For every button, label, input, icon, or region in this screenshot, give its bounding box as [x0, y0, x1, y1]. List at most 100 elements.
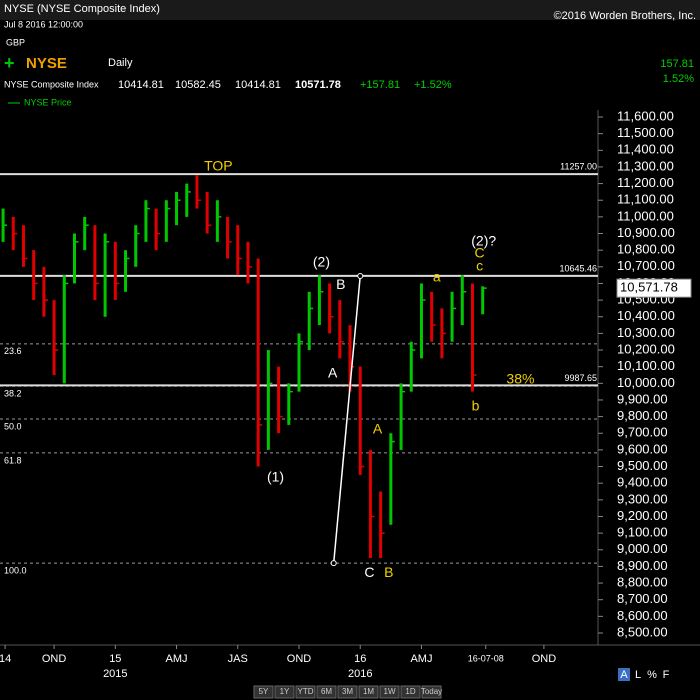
- y-tick-label: 11,300.00: [617, 158, 674, 173]
- annotation: B: [384, 564, 393, 580]
- x-tick-label: 16-07-08: [468, 653, 504, 663]
- trendline: [332, 275, 361, 564]
- scale-button[interactable]: L: [635, 669, 641, 681]
- range-button-label[interactable]: Today: [421, 687, 442, 696]
- y-tick-label: 8,700.00: [617, 591, 668, 606]
- copyright: ©2016 Worden Brothers, Inc.: [554, 10, 696, 22]
- fib-label: 38.2: [4, 389, 22, 399]
- y-tick-label: 9,900.00: [617, 391, 668, 406]
- range-button-label[interactable]: 1Y: [280, 687, 290, 696]
- scale-button[interactable]: A: [620, 669, 628, 681]
- fib-label: 23.6: [4, 346, 22, 356]
- level-label: 10645.46: [559, 263, 597, 273]
- y-tick-label: 11,000.00: [617, 208, 674, 223]
- y-tick-label: 10,700.00: [617, 258, 675, 273]
- annotation: (1): [267, 469, 284, 485]
- annotation: (2)?: [471, 233, 496, 249]
- period[interactable]: Daily: [108, 57, 133, 69]
- annotation: c: [476, 258, 483, 274]
- scale-button[interactable]: F: [663, 669, 670, 681]
- annotation: C: [364, 564, 374, 580]
- year-label: 2016: [348, 668, 372, 680]
- trendline-end: [330, 560, 337, 567]
- range-button[interactable]: [400, 685, 421, 699]
- y-tick-label: 9,700.00: [617, 425, 668, 440]
- y-tick-label: 8,500.00: [617, 624, 668, 639]
- low: 10414.81: [235, 79, 281, 91]
- annotation: b: [472, 398, 480, 414]
- level-label: 9987.65: [564, 373, 597, 383]
- y-tick-label: 9,800.00: [617, 408, 668, 423]
- y-tick-label: 10,200.00: [617, 341, 675, 356]
- x-tick-label: AMJ: [410, 653, 432, 665]
- range-button-label[interactable]: 1W: [384, 687, 396, 696]
- range-button[interactable]: [379, 685, 400, 699]
- y-tick-label: 9,300.00: [617, 491, 668, 506]
- annotation: TOP: [204, 158, 233, 174]
- range-button[interactable]: [274, 685, 295, 699]
- range-button[interactable]: [253, 685, 274, 699]
- scale-button-bg[interactable]: [618, 668, 630, 681]
- x-tick-label: OND: [532, 653, 557, 665]
- y-tick-label: 10,100.00: [617, 358, 675, 373]
- side-change: 157.81: [660, 58, 694, 70]
- y-tick-label: 11,500.00: [617, 125, 674, 140]
- range-button-label[interactable]: 1D: [405, 687, 415, 696]
- y-tick-label: 10,300.00: [617, 325, 675, 340]
- range-button[interactable]: [421, 685, 442, 699]
- annotation: (2): [313, 254, 330, 270]
- range-button[interactable]: [358, 685, 379, 699]
- range-button-label[interactable]: 6M: [321, 687, 332, 696]
- symbol[interactable]: NYSE: [26, 55, 67, 72]
- range-button[interactable]: [295, 685, 316, 699]
- last-price-box: [616, 278, 692, 298]
- y-tick-label: 9,100.00: [617, 525, 668, 540]
- x-tick-label: OND: [42, 653, 67, 665]
- range-button[interactable]: [337, 685, 358, 699]
- y-tick-label: 11,600.00: [617, 108, 674, 123]
- close: 10571.78: [295, 79, 341, 91]
- x-tick-label: 15: [109, 653, 121, 665]
- range-button-label[interactable]: YTD: [298, 687, 314, 696]
- annotation: a: [433, 269, 441, 285]
- currency[interactable]: GBP: [6, 37, 25, 47]
- trendline-end: [357, 272, 364, 279]
- y-tick-label: 9,600.00: [617, 441, 668, 456]
- y-tick-label: 8,600.00: [617, 608, 668, 623]
- y-tick-label: 11,200.00: [617, 175, 674, 190]
- y-tick-label: 10,400.00: [617, 308, 675, 323]
- range-button[interactable]: [316, 685, 337, 699]
- window-title: NYSE (NYSE Composite Index): [4, 3, 160, 15]
- title-bar: [0, 0, 700, 20]
- legend: NYSE Price: [24, 97, 72, 107]
- y-tick-label: 10,900.00: [617, 225, 675, 240]
- y-tick-label: 10,000.00: [617, 375, 675, 390]
- range-button-label[interactable]: 3M: [342, 687, 353, 696]
- annotation: B: [336, 276, 345, 292]
- name: NYSE Composite Index: [4, 79, 99, 89]
- y-tick-label: 9,500.00: [617, 458, 668, 473]
- scale-button[interactable]: %: [647, 669, 657, 681]
- y-tick-label: 9,000.00: [617, 541, 668, 556]
- annotation: 38%: [506, 371, 534, 387]
- change: +157.81: [360, 79, 400, 91]
- y-tick-label: 8,800.00: [617, 575, 668, 590]
- x-tick-label: 16: [354, 653, 366, 665]
- range-button-label[interactable]: 1M: [363, 687, 374, 696]
- annotation: A: [328, 365, 338, 381]
- x-tick-label: OND: [287, 653, 312, 665]
- range-button-label[interactable]: 5Y: [259, 687, 269, 696]
- annotation: C: [475, 244, 485, 260]
- side-change-pct: 1.52%: [663, 73, 694, 85]
- fib-label: 61.8: [4, 455, 22, 465]
- add-icon[interactable]: +: [4, 53, 15, 73]
- y-tick-label: 9,400.00: [617, 475, 668, 490]
- annotation: A: [373, 421, 383, 437]
- date: Jul 8 2016 12:00:00: [4, 19, 83, 29]
- x-tick-label: JAS: [228, 653, 248, 665]
- y-tick-label: 9,200.00: [617, 508, 668, 523]
- y-tick-label: 11,100.00: [617, 192, 674, 207]
- last-price-label: 10,571.78: [620, 280, 678, 295]
- fib-label: 100.0: [4, 565, 27, 575]
